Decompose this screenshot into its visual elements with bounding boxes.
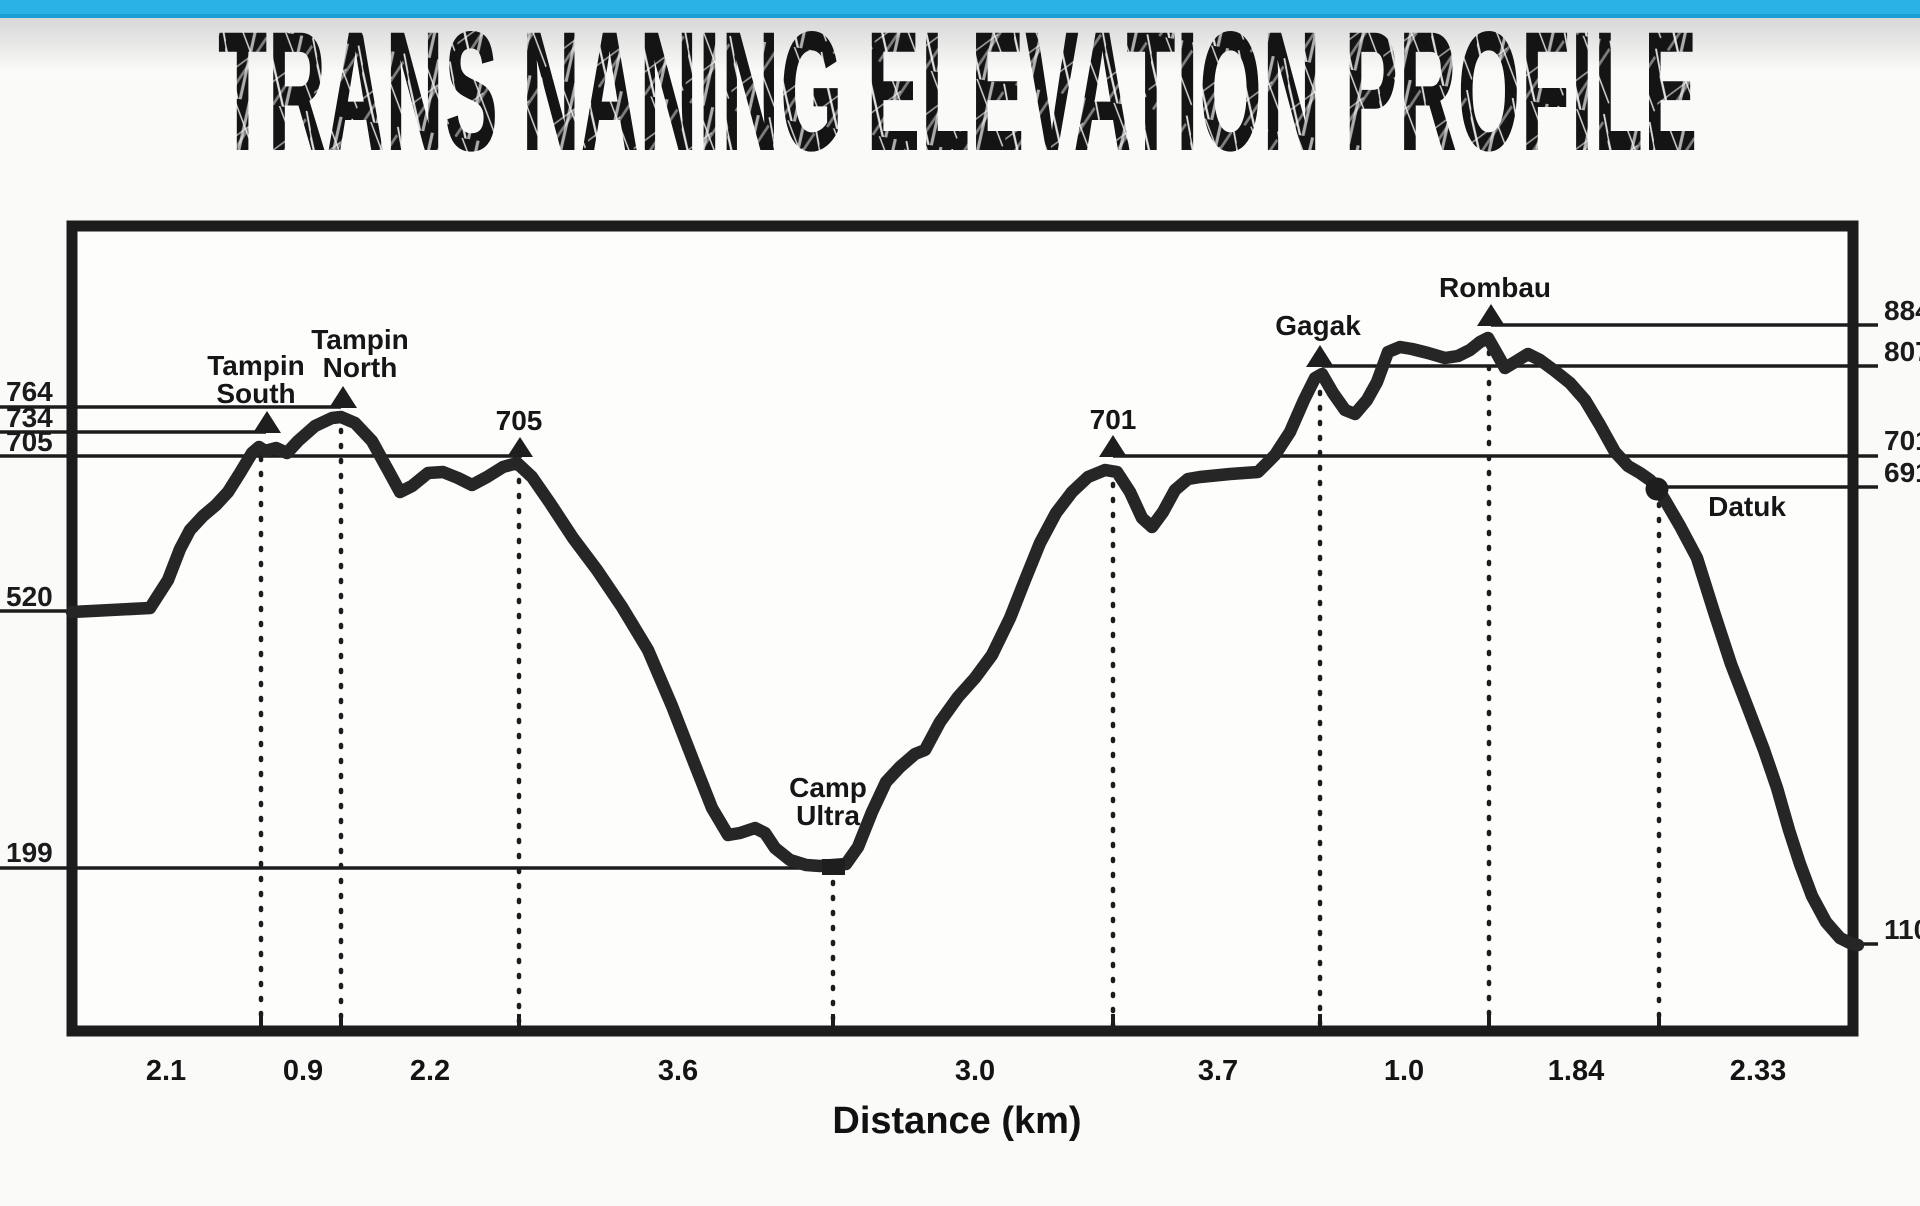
- right-label-110: 110: [1884, 914, 1920, 945]
- distance-label-6: 1.0: [1384, 1055, 1424, 1087]
- distance-label-4: 3.0: [955, 1055, 995, 1087]
- plot-frame: [66, 220, 1859, 1037]
- left-label-520: 520: [6, 581, 53, 612]
- distance-label-5: 3.7: [1198, 1055, 1238, 1087]
- right-label-691: 691: [1884, 457, 1920, 488]
- camp-ultra-label-line1: Camp: [789, 772, 867, 803]
- camp-ultra-square-icon: [822, 859, 845, 875]
- peak-701-triangle-icon: [1099, 435, 1127, 457]
- right-label-884: 884: [1884, 295, 1920, 326]
- landmark-dotted-lines: [258, 349, 1662, 1029]
- datuk-label: Datuk: [1708, 491, 1786, 522]
- tampin-north-label-line1: Tampin: [311, 324, 408, 355]
- elevation-chart: 764 734 705 520 199 884 807 701 691 110 …: [0, 220, 1920, 1142]
- distance-label-8: 2.33: [1730, 1055, 1786, 1087]
- x-axis-title: Distance (km): [832, 1100, 1081, 1142]
- peak-name-labels: Tampin South Tampin North 705 701 Gagak …: [207, 272, 1786, 831]
- elevation-curve: [65, 331, 1865, 952]
- datuk-dot-icon: [1645, 477, 1669, 501]
- gagak-label: Gagak: [1275, 310, 1361, 341]
- peak-705-triangle-icon: [507, 437, 533, 457]
- right-reference-lines: [1113, 323, 1878, 946]
- left-label-199: 199: [6, 837, 53, 868]
- distance-label-1: 0.9: [283, 1055, 323, 1087]
- camp-ultra-label-line2: Ultra: [796, 800, 860, 831]
- distance-label-0: 2.1: [146, 1055, 186, 1087]
- tampin-north-label-line2: North: [323, 352, 398, 383]
- peak-705-label: 705: [496, 405, 543, 436]
- rombau-label: Rombau: [1439, 272, 1551, 303]
- tampin-south-triangle-icon: [253, 411, 281, 433]
- tampin-south-label-line2: South: [216, 378, 295, 409]
- header-fade: [0, 18, 1920, 73]
- distance-label-3: 3.6: [658, 1055, 698, 1087]
- segment-distance-labels: 2.1 0.9 2.2 3.6 3.0 3.7 1.0 1.84 2.33: [146, 1055, 1786, 1087]
- left-axis-labels: 764 734 705 520 199: [6, 376, 53, 868]
- top-accent-bar: [0, 0, 1920, 14]
- top-accent-bar-edge: [0, 14, 1920, 18]
- left-label-734: 734: [6, 402, 53, 433]
- rombau-triangle-icon: [1477, 304, 1505, 326]
- right-axis-labels: 884 807 701 691 110: [1884, 295, 1920, 945]
- distance-label-2: 2.2: [410, 1055, 450, 1087]
- tampin-north-triangle-icon: [329, 386, 357, 408]
- distance-label-7: 1.84: [1548, 1055, 1604, 1087]
- tampin-south-label-line1: Tampin: [207, 350, 304, 381]
- right-label-807: 807: [1884, 336, 1920, 367]
- bottom-axis-ticks: [259, 1014, 1661, 1030]
- gagak-triangle-icon: [1306, 345, 1334, 367]
- left-label-705: 705: [6, 426, 53, 457]
- peak-markers: [253, 304, 1505, 457]
- left-label-764: 764: [6, 376, 53, 407]
- right-label-701: 701: [1884, 425, 1920, 456]
- peak-701-label: 701: [1090, 404, 1137, 435]
- page-title: TRANS NANING ELEVATION PROFILE: [218, 0, 1698, 187]
